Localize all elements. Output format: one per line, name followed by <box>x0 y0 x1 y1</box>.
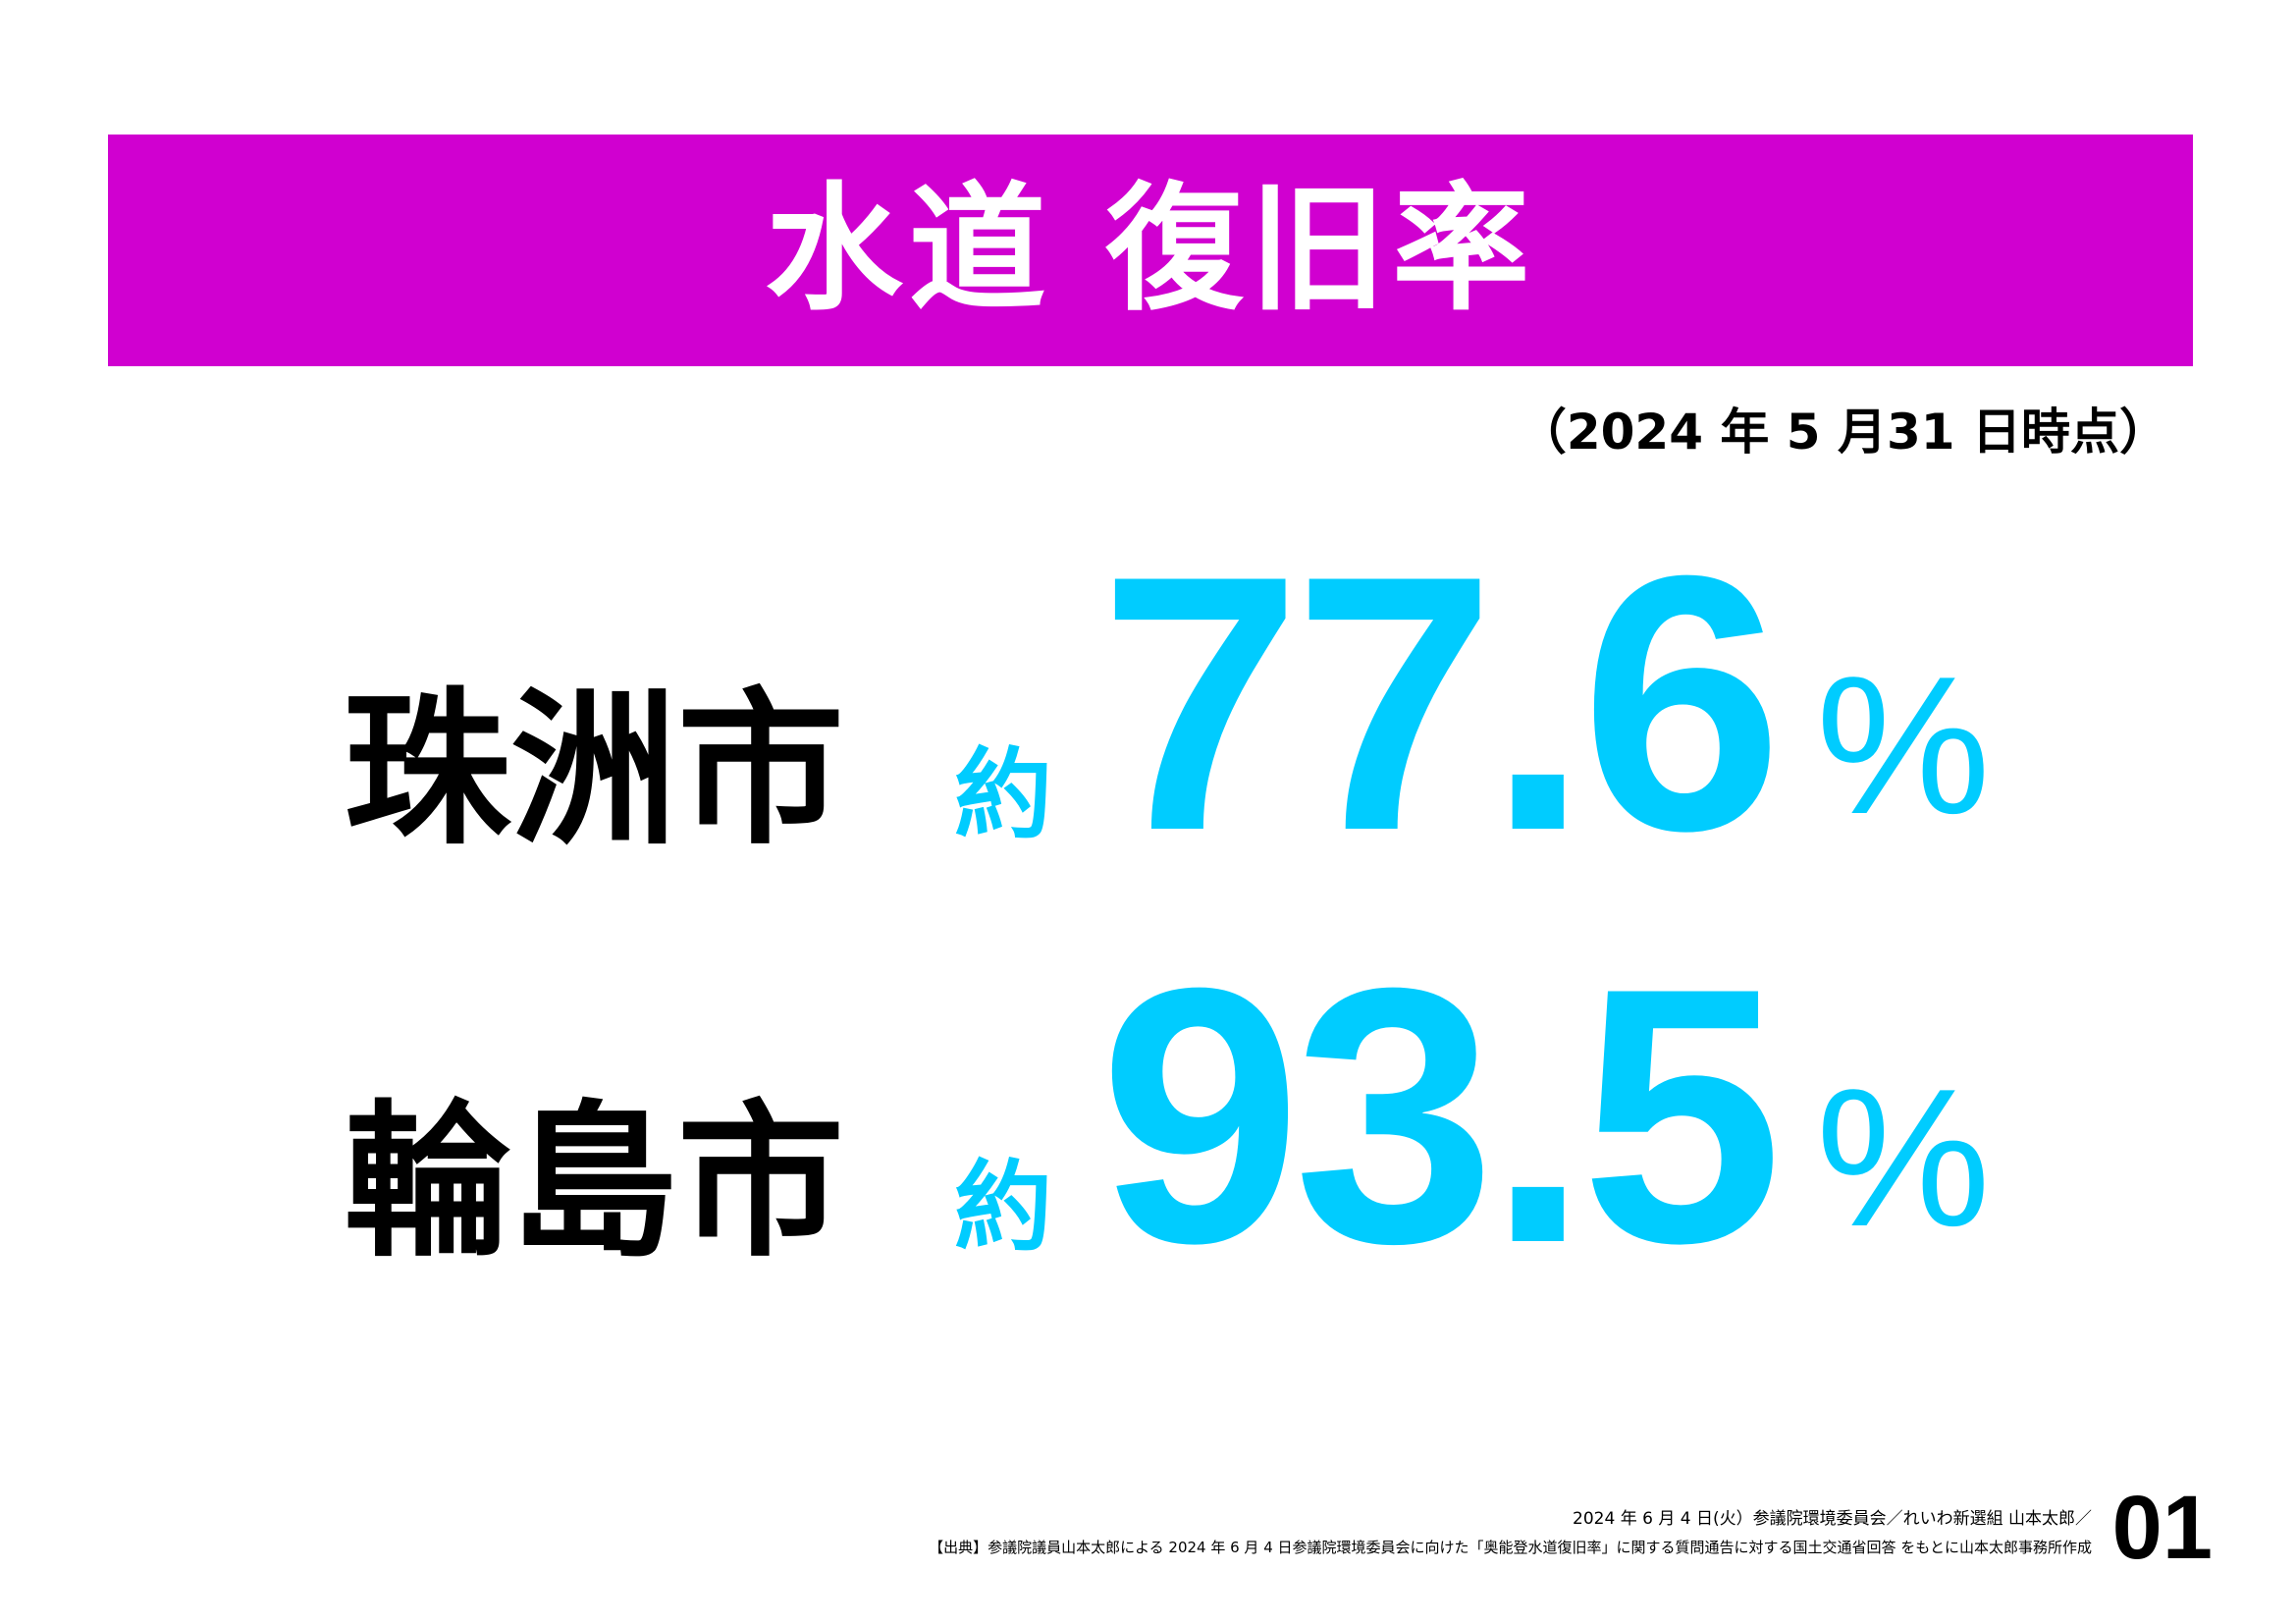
page-title: 水道 復旧率 <box>765 170 1536 330</box>
as-of-date: （2024 年 5 月31 日時点） <box>1517 404 2168 460</box>
stat-row-suzu: 珠洲市 約 77.6 % <box>344 522 2110 893</box>
page-number: 01 <box>2111 1478 2213 1578</box>
footer-meeting-info: 2024 年 6 月 4 日(火）参議院環境委員会／れいわ新選組 山本太郎／ <box>1573 1509 2092 1529</box>
city-name: 珠洲市 <box>344 674 845 868</box>
title-banner: 水道 復旧率 <box>108 135 2193 366</box>
approx-label: 約 <box>954 1150 1052 1265</box>
recovery-rate-value: 77.6 <box>1099 501 1783 906</box>
stat-row-wajima: 輪島市 約 93.5 % <box>344 935 2110 1306</box>
footer-source: 【出典】参議院議員山本太郎による 2024 年 6 月 4 日参議院環境委員会に… <box>929 1539 2092 1556</box>
recovery-rate-value: 93.5 <box>1099 913 1783 1319</box>
percent-sign: % <box>1816 636 1991 855</box>
percent-sign: % <box>1816 1049 1991 1268</box>
city-name: 輪島市 <box>344 1086 845 1280</box>
approx-label: 約 <box>954 737 1052 852</box>
